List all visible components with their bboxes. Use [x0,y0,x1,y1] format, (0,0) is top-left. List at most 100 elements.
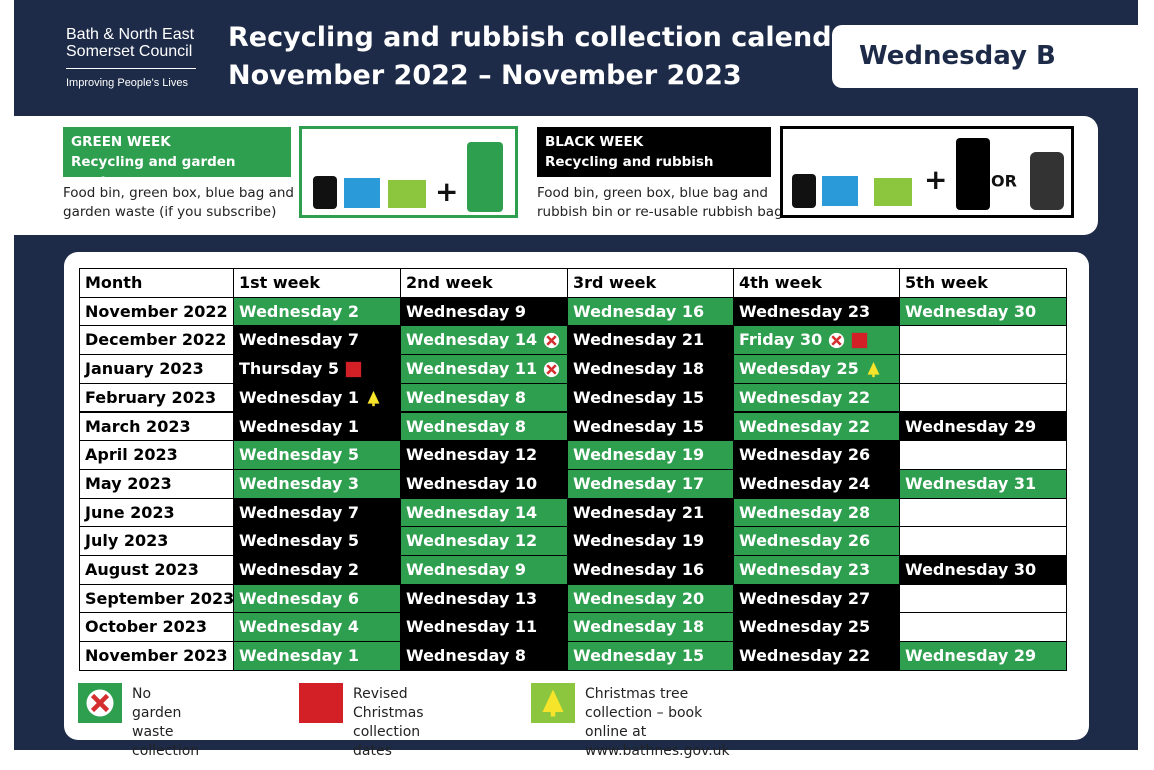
date-cell: Wednesday 17 [567,468,734,499]
date-cell: Wednesday 16 [567,555,734,585]
date-text: Wednesday 2 [239,301,360,321]
date-text: Wednesday 23 [739,301,871,321]
date-cell: Wednesday 23 [733,555,900,585]
date-cell: Wednesday 27 [733,583,900,614]
date-text: Wednesday 29 [905,646,1037,666]
date-text: Wednesday 18 [573,617,705,637]
date-text: Wednesday 20 [573,588,705,608]
legend-line: waste collection [132,724,200,759]
empty-cell [899,382,1067,413]
tree-icon [367,390,380,406]
date-cell: Wednesday 1 [233,641,401,671]
desc-line: garden waste (if you subscribe) [63,204,277,220]
month-cell: November 2022 [79,296,234,327]
label: GREEN WEEK [71,134,171,150]
subtitle: Recycling and rubbish [545,154,714,170]
empty-cell [899,583,1067,614]
desc-line: rubbish bin or re-usable rubbish bag [537,204,783,220]
date-cell: Wednesday 9 [400,555,568,585]
date-cell: Wednesday 15 [567,641,734,671]
legend-icon [531,683,575,723]
desc-line: Food bin, green box, blue bag and [537,185,768,201]
date-text: Wednesday 22 [739,387,871,407]
no-garden-icon [544,361,560,378]
date-cell: Wednesday 5 [233,526,401,556]
date-cell: Thursday 5 [233,354,401,384]
date-cell: Wednesday 15 [567,382,734,413]
date-text: Wednesday 9 [406,301,527,321]
date-cell: Wednesday 21 [567,497,734,528]
date-cell: Wednesday 29 [899,641,1067,671]
date-cell: Wednesday 2 [233,296,401,327]
date-cell: Wednesday 8 [400,641,568,671]
date-text: Wednesday 14 [406,502,538,522]
date-cell: Friday 30 [733,325,900,356]
legend-line: No garden [132,686,182,721]
no-garden-icon [829,333,845,349]
date-text: Wednesday 30 [905,301,1037,321]
column-header: 3rd week [567,268,734,298]
date-text: Wednesday 15 [573,416,705,436]
date-cell: Wednesday 22 [733,641,900,671]
date-cell: Wedesday 25 [733,354,900,384]
date-text: Wednesday 1 [239,646,360,666]
no-garden-icon [86,689,114,717]
empty-cell [899,440,1067,470]
month-cell: February 2023 [79,382,234,413]
date-text: Wednesday 24 [739,473,871,493]
empty-cell [899,325,1067,356]
date-text: Wedesday 25 [739,359,859,379]
date-text: Wednesday 8 [406,387,527,407]
green-desc: Food bin, green box, blue bag and garden… [63,184,294,222]
date-cell: Wednesday 11 [400,354,568,384]
date-cell: Wednesday 5 [233,440,401,470]
legend-line: online at www.bathnes.gov.uk [585,724,730,759]
month-cell: June 2023 [79,497,234,528]
subtitle: Recycling and garden waste [71,154,236,190]
date-cell: Wednesday 1 [233,411,401,442]
revised-icon [345,361,362,378]
date-text: Wednesday 21 [573,330,705,350]
date-cell: Wednesday 31 [899,468,1067,499]
legend-text: No garden waste collection [132,685,199,761]
month-cell: October 2023 [79,612,234,643]
legend-line: Christmas tree collection – book [585,686,703,721]
date-cell: Wednesday 12 [400,526,568,556]
date-text: Wednesday 26 [739,445,871,465]
column-header: Month [79,268,234,298]
date-text: Wednesday 7 [239,502,360,522]
date-text: Wednesday 21 [573,502,705,522]
date-cell: Wednesday 3 [233,468,401,499]
empty-cell [899,612,1067,643]
date-cell: Wednesday 22 [733,382,900,413]
date-text: Wednesday 25 [739,617,871,637]
date-text: Wednesday 15 [573,646,705,666]
title: Recycling and rubbish collection calenda… [228,19,863,95]
date-cell: Wednesday 23 [733,296,900,327]
date-text: Wednesday 16 [573,301,705,321]
month-cell: January 2023 [79,354,234,384]
month-cell: September 2023 [79,583,234,614]
tree-icon [867,361,880,378]
date-cell: Wednesday 25 [733,612,900,643]
date-cell: Wednesday 30 [899,296,1067,327]
date-text: Wednesday 15 [573,387,705,407]
date-cell: Wednesday 10 [400,468,568,499]
date-text: Wednesday 7 [239,330,360,350]
date-cell: Wednesday 6 [233,583,401,614]
legend-icon [78,683,122,723]
date-cell: Wednesday 7 [233,497,401,528]
legend-line: Revised Christmas [353,686,424,721]
black-desc: Food bin, green box, blue bag and rubbis… [537,184,783,222]
date-cell: Wednesday 26 [733,440,900,470]
month-cell: May 2023 [79,468,234,499]
legend-icon [299,683,343,723]
month-cell: April 2023 [79,440,234,470]
logo-line: Bath & North East [66,26,195,43]
column-header: 5th week [899,268,1067,298]
date-cell: Wednesday 14 [400,325,568,356]
date-cell: Wednesday 7 [233,325,401,356]
date-cell: Wednesday 19 [567,440,734,470]
month-cell: August 2023 [79,555,234,585]
title-line: November 2022 – November 2023 [228,60,742,91]
